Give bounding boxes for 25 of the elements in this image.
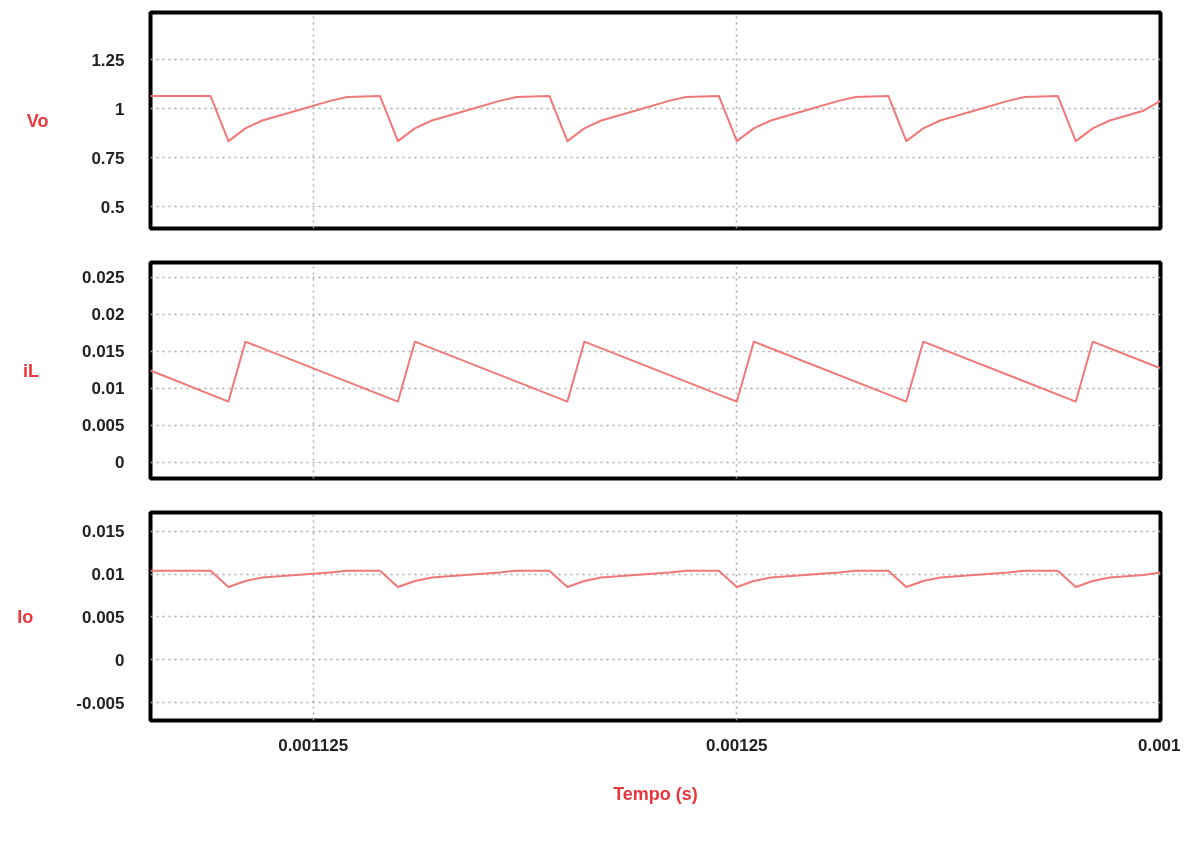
line-series <box>150 340 1161 403</box>
y-tick-label: 0 <box>115 650 125 670</box>
y-tick-label: 0 <box>115 453 125 473</box>
y-tick-label: 0.005 <box>81 607 125 627</box>
y-tick-label: 0.5 <box>100 197 125 217</box>
x-tick-label: 0.001125 <box>278 735 349 755</box>
y-tick-label: 0.005 <box>81 416 125 436</box>
x-axis-title: Tempo (s) <box>613 783 698 804</box>
x-tick-label: 0.00125 <box>706 735 768 755</box>
line-series <box>150 569 1161 588</box>
line-series <box>150 94 1161 143</box>
y-tick-label: -0.005 <box>76 693 125 713</box>
y-tick-label: 0.02 <box>91 305 125 325</box>
x-tick-label: 0.001 <box>1137 735 1181 755</box>
y-axis-title: Io <box>17 606 34 627</box>
y-tick-label: 0.015 <box>81 522 125 542</box>
y-axis-title: iL <box>22 360 39 381</box>
y-tick-label: 0.01 <box>91 565 125 585</box>
y-tick-label: 0.025 <box>81 268 125 288</box>
y-axis-title: Vo <box>26 110 49 131</box>
y-tick-label: 0.75 <box>91 148 125 168</box>
y-tick-label: 0.015 <box>81 342 125 362</box>
y-tick-label: 1 <box>115 99 125 119</box>
y-tick-label: 1.25 <box>91 50 125 70</box>
y-tick-label: 0.01 <box>91 379 125 399</box>
